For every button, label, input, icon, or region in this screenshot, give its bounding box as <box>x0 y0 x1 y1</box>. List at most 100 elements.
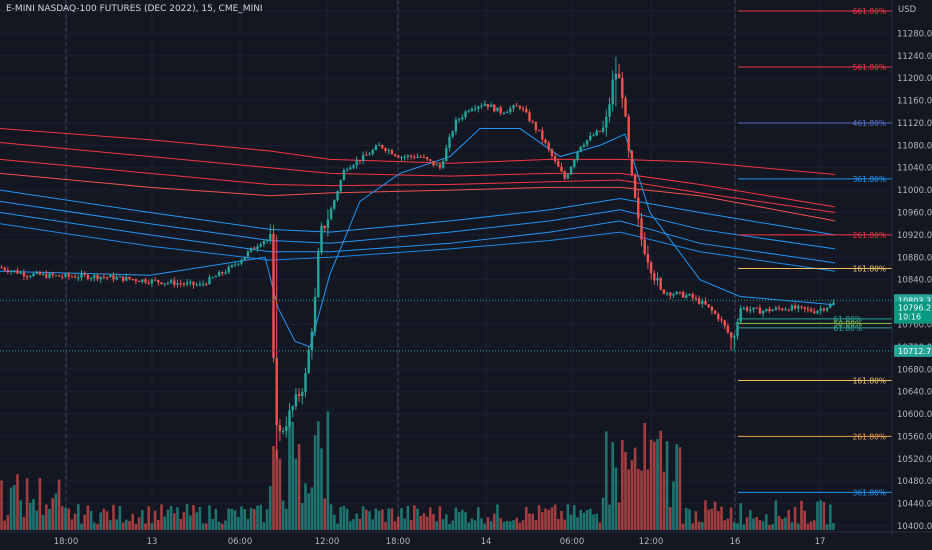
volume-bar <box>403 518 406 530</box>
price-axis[interactable]: USD 11280.00 11240.00 11200.00 11160.00 11120… <box>891 0 932 536</box>
candle-body <box>441 161 445 168</box>
volume-bar <box>752 518 755 530</box>
volume-bar <box>393 521 397 530</box>
volume-bar <box>413 505 416 530</box>
volume-bar <box>435 521 438 530</box>
candle-body <box>57 275 61 277</box>
volume-bar <box>560 511 563 530</box>
candle-body <box>281 431 285 433</box>
volume-bar <box>374 508 378 530</box>
candle-body <box>246 251 250 257</box>
volume-bar <box>272 446 275 530</box>
volume-bar <box>797 523 800 530</box>
volume-bar <box>541 512 544 530</box>
volume-bar <box>742 524 746 530</box>
candle-body <box>627 116 630 151</box>
volume-bar <box>32 499 35 530</box>
candle-body <box>237 263 240 265</box>
volume-bar <box>13 485 16 530</box>
volume-bar <box>646 469 650 530</box>
volume-bar <box>653 441 656 530</box>
volume-bar <box>432 513 435 530</box>
candle-body <box>96 275 99 280</box>
volume-bar <box>227 508 230 530</box>
volume-bar <box>73 513 77 530</box>
volume-bar <box>585 510 589 530</box>
candle-body <box>435 164 438 166</box>
candle-body <box>368 154 371 156</box>
volume-bar <box>755 517 758 530</box>
volume-bar <box>710 508 714 530</box>
volume-bar <box>342 505 346 530</box>
volume-bar <box>678 447 682 530</box>
candle-body <box>384 148 387 151</box>
candle-body <box>32 273 35 277</box>
volume-bar <box>518 522 522 530</box>
volume-bar <box>211 519 214 530</box>
volume-bar <box>35 510 38 530</box>
candle-body <box>262 241 266 245</box>
candle-body <box>809 309 813 312</box>
volume-bar <box>275 449 278 530</box>
time-axis-label: 13 <box>147 537 158 547</box>
candles <box>0 56 835 459</box>
candle-body <box>653 273 656 281</box>
candle-body <box>720 319 723 321</box>
candle-body <box>713 310 717 314</box>
volume-bar <box>707 509 710 530</box>
candle-body <box>48 273 51 278</box>
candle-body <box>291 406 294 411</box>
volume-bar <box>512 520 515 530</box>
candle-body <box>393 154 397 156</box>
volume-bar <box>723 520 726 530</box>
candle-body <box>227 266 230 273</box>
volume-bar <box>48 509 51 530</box>
candle-body <box>358 160 362 162</box>
candle-body <box>701 300 704 304</box>
candle-body <box>413 156 416 158</box>
candle-body <box>381 145 384 149</box>
volume-bar <box>131 513 134 530</box>
candle-body <box>617 73 621 79</box>
candle-body <box>64 273 67 277</box>
time-axis-label: 18:00 <box>54 537 79 547</box>
volume-bar <box>525 506 528 530</box>
candle-body <box>153 279 157 281</box>
session-separators <box>65 0 736 530</box>
candle-body <box>77 277 80 279</box>
volume-bar <box>61 506 64 530</box>
candle-body <box>624 98 627 117</box>
candle-body <box>697 298 701 304</box>
volume-bar <box>601 497 605 530</box>
candle-body <box>691 294 694 298</box>
ma-fast <box>0 128 836 348</box>
volume-bar <box>9 487 13 530</box>
volume-bar <box>720 506 723 530</box>
candle-body <box>630 150 634 175</box>
candle-body <box>259 244 262 247</box>
candle-body <box>422 156 426 158</box>
volume-bar <box>509 521 512 530</box>
volume-bar <box>409 520 413 530</box>
price-axis-tick: 10560.00 <box>897 432 932 442</box>
price-axis-tick: 11080.00 <box>897 141 932 151</box>
volume-bar <box>233 510 237 530</box>
candle-body <box>445 147 448 162</box>
candle-body <box>387 150 390 152</box>
volume-bar <box>93 522 96 530</box>
volume-bar <box>505 520 509 530</box>
price-axis-tick: 10640.00 <box>897 388 932 398</box>
volume-bar <box>80 523 83 530</box>
volume-bar <box>368 511 371 530</box>
volume-bar <box>361 506 365 530</box>
fib-level-label: 661.80% <box>853 7 886 16</box>
candle-body <box>537 129 541 131</box>
volume-bar <box>320 448 323 530</box>
volume-bar <box>45 504 48 530</box>
time-axis[interactable]: 18:00 13 06:00 12:00 18:00 14 06:00 12:00 16 17 <box>0 531 932 547</box>
ma-red-4 <box>0 172 836 222</box>
candle-body <box>643 239 646 254</box>
candle-body <box>83 273 86 275</box>
price-axis-tick: 11240.00 <box>897 52 932 62</box>
